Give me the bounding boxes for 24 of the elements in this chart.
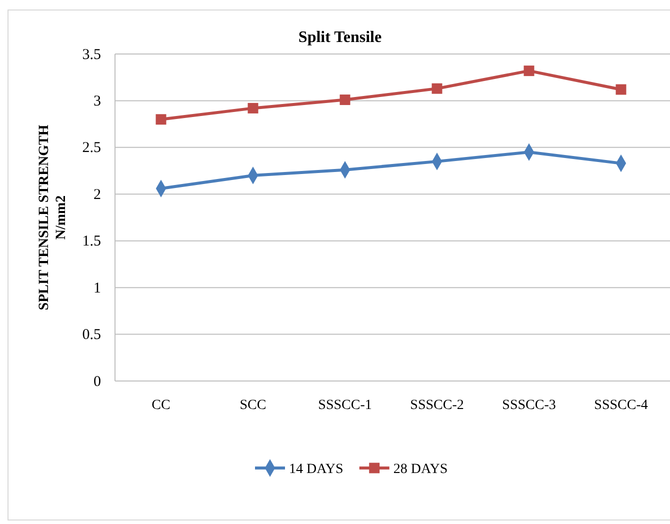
x-tick-label: SSSCC-1 — [318, 398, 372, 413]
point — [524, 66, 534, 76]
y-tick-label: 3 — [94, 94, 101, 110]
point — [156, 114, 166, 125]
chart-title: Split Tensile — [298, 29, 382, 46]
x-tick-label: SSSCC-4 — [594, 398, 648, 413]
y-tick-label: 1.5 — [82, 234, 101, 250]
x-tick-label: SCC — [240, 398, 266, 413]
y-tick-label: 2 — [94, 186, 101, 203]
point — [248, 102, 258, 114]
x-tick-label: SSSCC-3 — [502, 398, 556, 413]
x-tick-label: SSSCC-2 — [410, 398, 464, 413]
point — [616, 84, 626, 95]
y-tick-label: 2.5 — [82, 140, 101, 156]
y-tick-label: 0.5 — [82, 327, 101, 344]
legend-label: 14 DAYS — [289, 462, 344, 477]
y-tick-label: 0 — [94, 374, 101, 390]
y-axis-title: SPLIT TENSILE STRENGTH N/mm2 — [37, 124, 69, 310]
point — [432, 83, 442, 94]
y-tick-label: 1 — [94, 280, 101, 296]
y-tick-label: 3.5 — [82, 46, 101, 63]
x-tick-label: CC — [152, 398, 170, 413]
point — [340, 94, 350, 106]
legend-label: 28 DAYS — [393, 462, 448, 477]
